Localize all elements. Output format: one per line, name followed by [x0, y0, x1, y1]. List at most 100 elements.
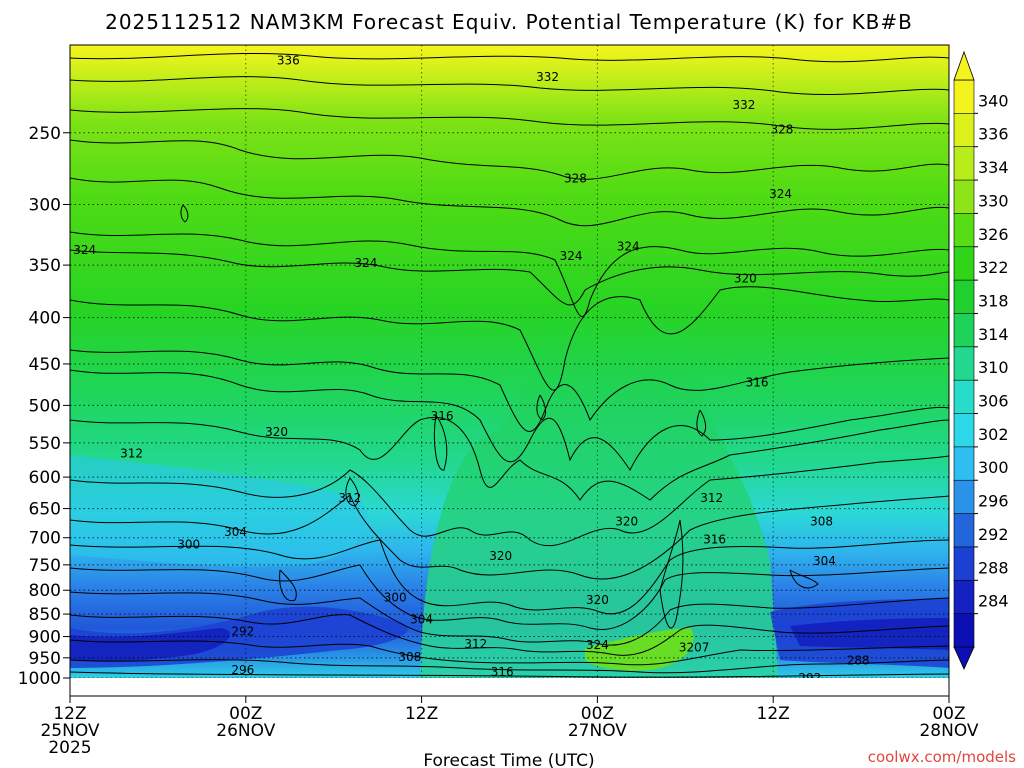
contour-label: 300 — [177, 537, 200, 551]
contour-label-text: 320 — [489, 549, 512, 563]
contour-label: 316 — [431, 409, 454, 423]
y-tick-label: 1000 — [18, 669, 61, 689]
x-tick-label: 12Z — [53, 704, 86, 724]
x-tick-label: 25NOV — [40, 721, 99, 741]
contour-label: 320 — [586, 593, 609, 607]
colorbar-swatch — [953, 446, 975, 482]
contour-label-text: 300 — [177, 537, 200, 551]
colorbar-label: 326 — [978, 225, 1009, 244]
colorbar-extend-bottom — [953, 646, 975, 670]
contour-label-text: 324 — [769, 187, 792, 201]
colorbar-swatch — [953, 413, 975, 448]
contour-label-text: 324 — [354, 256, 377, 270]
contour-labels: 336 332 332 328 328 324 324 324 324 324 320 316 316 3… — [73, 53, 870, 679]
x-tick-label: 00Z — [581, 704, 614, 724]
contour-label: 332 — [536, 70, 559, 84]
contour-label: 296 — [231, 663, 254, 677]
colorbar-swatch — [953, 113, 975, 148]
cold-core-right — [790, 618, 949, 650]
warm-plume — [420, 307, 779, 678]
contour-label-text: 304 — [813, 554, 836, 568]
contour-label-text: 316 — [491, 665, 514, 679]
contour-label-text: 328 — [771, 123, 794, 137]
contour-label: 308 — [398, 650, 421, 664]
contour-label: 320 — [615, 515, 638, 529]
colorbar-swatch — [953, 546, 975, 582]
contour-label-text: 296 — [231, 663, 254, 677]
y-tick-label: 750 — [29, 556, 61, 576]
x-tick-label: 28NOV — [919, 721, 978, 741]
colorbar-label: 334 — [978, 158, 1009, 177]
colorbar-swatch — [953, 579, 975, 615]
y-tick-label: 900 — [29, 628, 61, 648]
colorbar-swatch — [953, 513, 975, 548]
colorbar-swatch — [953, 146, 975, 181]
contour-label: 292 — [798, 671, 821, 678]
contour-label-text: 320 — [586, 593, 609, 607]
y-tick-label: 600 — [29, 468, 61, 488]
contour-label-text: 324 — [560, 249, 583, 263]
y-tick-label: 850 — [29, 605, 61, 625]
x-tick-label: 2025 — [48, 738, 91, 758]
x-tick-label: 12Z — [405, 704, 438, 724]
contour-label-text: 320 — [265, 425, 288, 439]
y-tick-label: 800 — [29, 581, 61, 601]
contour-label: 324 — [586, 638, 609, 652]
y-tick-label: 250 — [29, 124, 61, 144]
colorbar-label: 302 — [978, 425, 1009, 444]
colorbar-swatch — [953, 179, 975, 215]
contour-label: 308 — [810, 515, 833, 529]
colorbar: 340 336 334 330 326 322 318 314 310 306 302 300 296 2… — [953, 50, 1009, 670]
contour-label: 312 — [464, 637, 487, 651]
colorbar-swatch — [953, 613, 975, 648]
contour-label-text: 288 — [847, 654, 870, 668]
colorbar-swatch — [953, 279, 975, 315]
contour-label: 3207 — [679, 640, 710, 654]
contour-label: 332 — [732, 98, 755, 112]
contour-label: 324 — [560, 249, 583, 263]
contour-label: 324 — [617, 240, 640, 254]
contour-label: 320 — [265, 425, 288, 439]
contour-label-text: 332 — [536, 70, 559, 84]
contour-label-text: 336 — [277, 53, 300, 67]
colorbar-label: 336 — [978, 125, 1009, 144]
contour-label-text: 324 — [617, 240, 640, 254]
contour-label-text: 304 — [410, 613, 433, 627]
colorbar-label: 300 — [978, 458, 1009, 477]
x-tick-label: 00Z — [229, 704, 262, 724]
contour-label: 312 — [700, 491, 723, 505]
x-tick-label: 26NOV — [216, 721, 275, 741]
contour-label: 324 — [73, 243, 96, 257]
contour-label-text: 316 — [703, 532, 726, 546]
contour-label: 328 — [564, 172, 587, 186]
contour-label-text: 320 — [615, 515, 638, 529]
colorbar-swatch — [953, 479, 975, 515]
contour-label: 304 — [224, 525, 247, 539]
y-tick-label: 550 — [29, 434, 61, 454]
y-tick-label: 950 — [29, 649, 61, 669]
contour-label: 288 — [847, 654, 870, 668]
contour-label-text: 312 — [700, 491, 723, 505]
x-tick-label: 12Z — [757, 704, 790, 724]
colorbar-label: 314 — [978, 325, 1009, 344]
watermark: coolwx.com/models — [868, 748, 1016, 766]
contour-label: 324 — [354, 256, 377, 270]
ground-surface — [70, 678, 949, 696]
colorbar-swatch — [953, 379, 975, 415]
contour-label-text: 324 — [73, 243, 96, 257]
contour-label-text: 308 — [810, 515, 833, 529]
x-tick-label: 00Z — [932, 704, 965, 724]
contour-label: 320 — [734, 271, 757, 285]
colorbar-swatch — [953, 313, 975, 348]
y-tick-label: 300 — [29, 195, 61, 215]
contour-lines — [70, 53, 949, 678]
contour-label: 336 — [277, 53, 300, 67]
colorbar-label: 284 — [978, 592, 1009, 611]
contour-label: 304 — [410, 613, 433, 627]
contour-label: 324 — [769, 187, 792, 201]
colorbar-label: 330 — [978, 191, 1009, 210]
y-tick-label: 650 — [29, 500, 61, 520]
chart-title: 2025112512 NAM3KM Forecast Equiv. Potent… — [105, 10, 913, 34]
gridlines — [70, 45, 949, 678]
